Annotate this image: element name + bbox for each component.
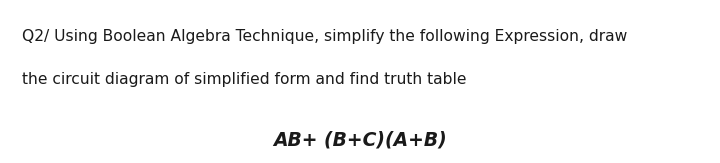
Text: the circuit diagram of simplified form and find truth table: the circuit diagram of simplified form a… — [22, 72, 466, 87]
Text: AB+ (B+C)(A+B): AB+ (B+C)(A+B) — [273, 130, 447, 149]
Text: Q2/ Using Boolean Algebra Technique, simplify the following Expression, draw: Q2/ Using Boolean Algebra Technique, sim… — [22, 29, 627, 44]
